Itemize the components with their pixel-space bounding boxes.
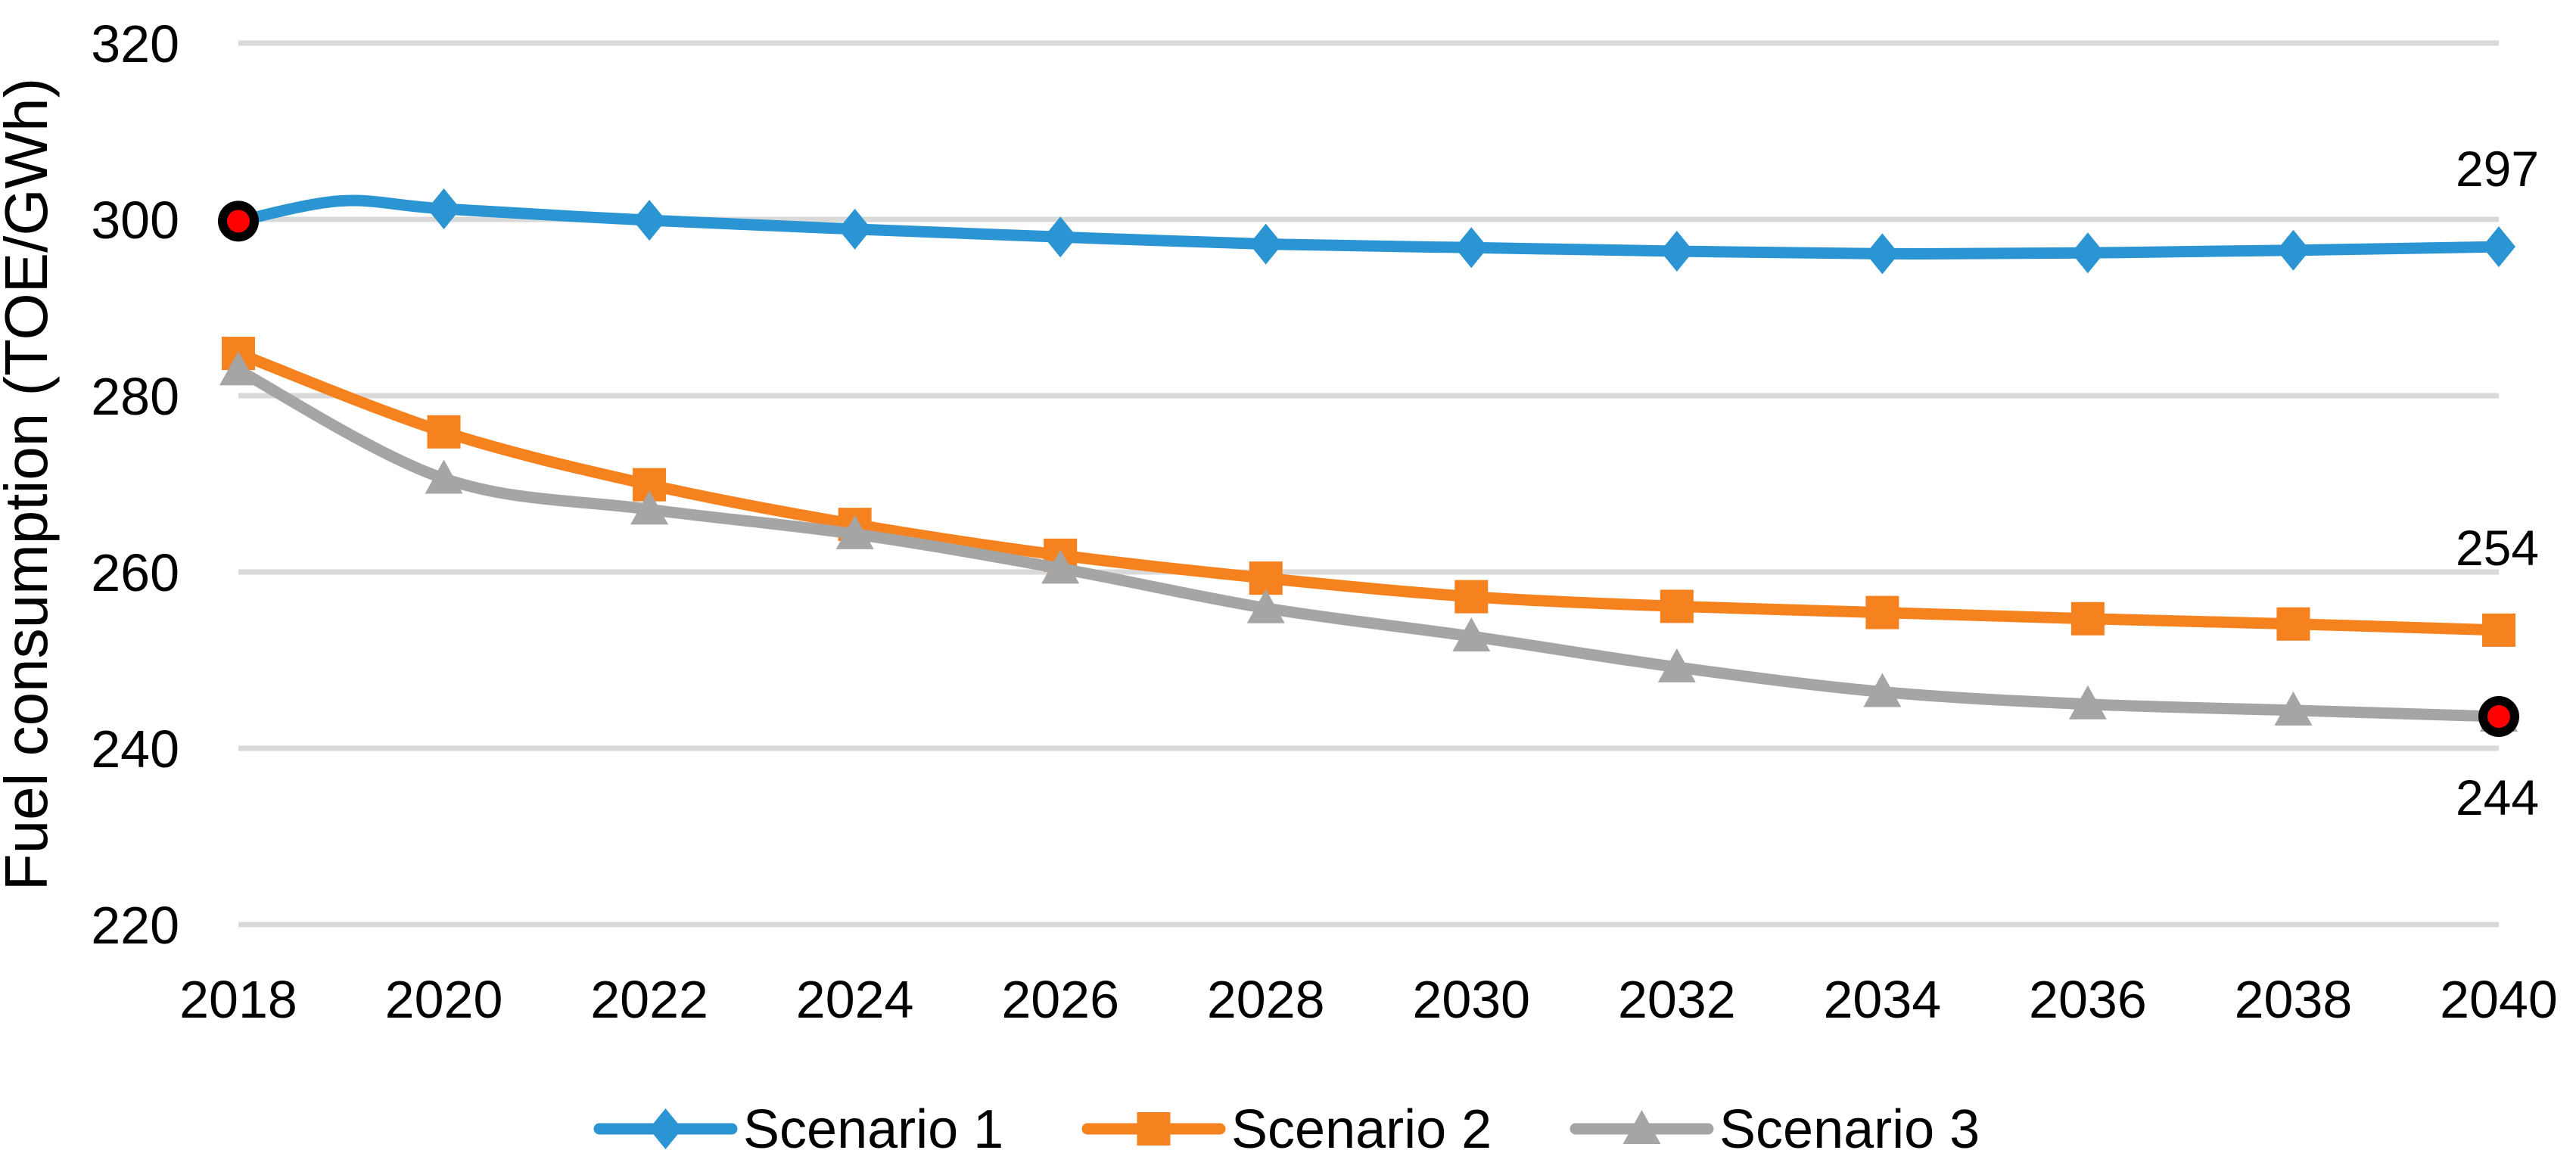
y-tick-label: 300 — [91, 191, 179, 250]
marker-scenario-1 — [633, 200, 667, 241]
legend-label-scenario-1: Scenario 1 — [743, 1099, 1003, 1160]
x-tick-label: 2018 — [179, 970, 297, 1029]
marker-scenario-1 — [427, 188, 461, 230]
marker-scenario-3 — [219, 351, 257, 386]
marker-scenario-1 — [1044, 216, 1078, 258]
x-tick-label: 2020 — [385, 970, 503, 1029]
marker-scenario-2 — [2276, 607, 2310, 641]
marker-scenario-1 — [1249, 223, 1283, 265]
legend-diamond-icon — [649, 1108, 683, 1149]
marker-scenario-3 — [1863, 673, 1902, 707]
marker-scenario-1 — [1865, 233, 1899, 275]
marker-scenario-2 — [2070, 601, 2105, 636]
marker-scenario-3 — [1041, 549, 1080, 584]
y-tick-label: 320 — [91, 14, 179, 73]
marker-scenario-2 — [1454, 580, 1489, 614]
x-tick-label: 2040 — [2440, 970, 2558, 1029]
x-tick-label: 2028 — [1207, 970, 1325, 1029]
x-tick-label: 2026 — [1001, 970, 1119, 1029]
y-axis-title: Fuel consumption (TOE/GWh) — [0, 78, 60, 891]
marker-scenario-2 — [1865, 595, 1899, 629]
x-tick-label: 2030 — [1412, 970, 1530, 1029]
marker-scenario-1 — [838, 208, 872, 250]
data-label-scenario-3: 244 — [2456, 769, 2539, 825]
x-tick-label: 2032 — [1618, 970, 1736, 1029]
legend-item-scenario-1: Scenario 1 — [593, 1099, 1003, 1160]
y-tick-label: 240 — [91, 720, 179, 779]
legend-triangle-icon — [1622, 1110, 1661, 1144]
series-line-scenario-2 — [232, 347, 2505, 636]
y-tick-label: 220 — [91, 896, 179, 955]
marker-scenario-1 — [2070, 232, 2105, 274]
data-label-scenario-1: 297 — [2456, 141, 2539, 197]
y-tick-label: 280 — [91, 367, 179, 426]
legend-item-scenario-3: Scenario 3 — [1570, 1099, 1980, 1160]
x-tick-label: 2022 — [590, 970, 708, 1029]
y-tick-label: 260 — [91, 543, 179, 602]
marker-scenario-3 — [2068, 685, 2107, 720]
marker-scenario-3 — [1657, 648, 1696, 682]
marker-scenario-1 — [2482, 226, 2515, 268]
marker-scenario-3 — [2274, 691, 2313, 726]
legend-label-scenario-2: Scenario 2 — [1231, 1099, 1492, 1160]
legend-label-scenario-3: Scenario 3 — [1719, 1099, 1980, 1160]
marker-scenario-2 — [427, 415, 461, 449]
marker-scenario-2 — [2482, 613, 2515, 647]
marker-scenario-1 — [1454, 227, 1489, 269]
marker-scenario-1 — [2276, 229, 2310, 271]
marker-scenario-3 — [1452, 617, 1491, 652]
legend-square-icon — [1137, 1112, 1171, 1145]
marker-scenario-3 — [835, 514, 874, 549]
marker-scenario-2 — [1660, 589, 1694, 623]
marker-scenario-3 — [1246, 589, 1285, 623]
marker-scenario-1 — [1660, 230, 1694, 272]
series-scenario-2 — [222, 337, 2515, 647]
x-tick-label: 2034 — [1823, 970, 1941, 1029]
legend-item-scenario-2: Scenario 2 — [1081, 1099, 1492, 1160]
marker-scenario-3 — [425, 459, 463, 494]
x-tick-label: 2038 — [2235, 970, 2353, 1029]
data-label-scenario-2: 254 — [2456, 520, 2539, 576]
marker-scenario-3 — [630, 490, 669, 525]
highlight-center — [2487, 705, 2510, 729]
x-tick-label: 2036 — [2029, 970, 2147, 1029]
highlight-center — [227, 210, 250, 233]
highlight-dot — [2478, 696, 2519, 738]
x-tick-label: 2024 — [796, 970, 914, 1029]
series-line-scenario-3 — [232, 364, 2505, 723]
highlight-dot — [218, 200, 259, 242]
